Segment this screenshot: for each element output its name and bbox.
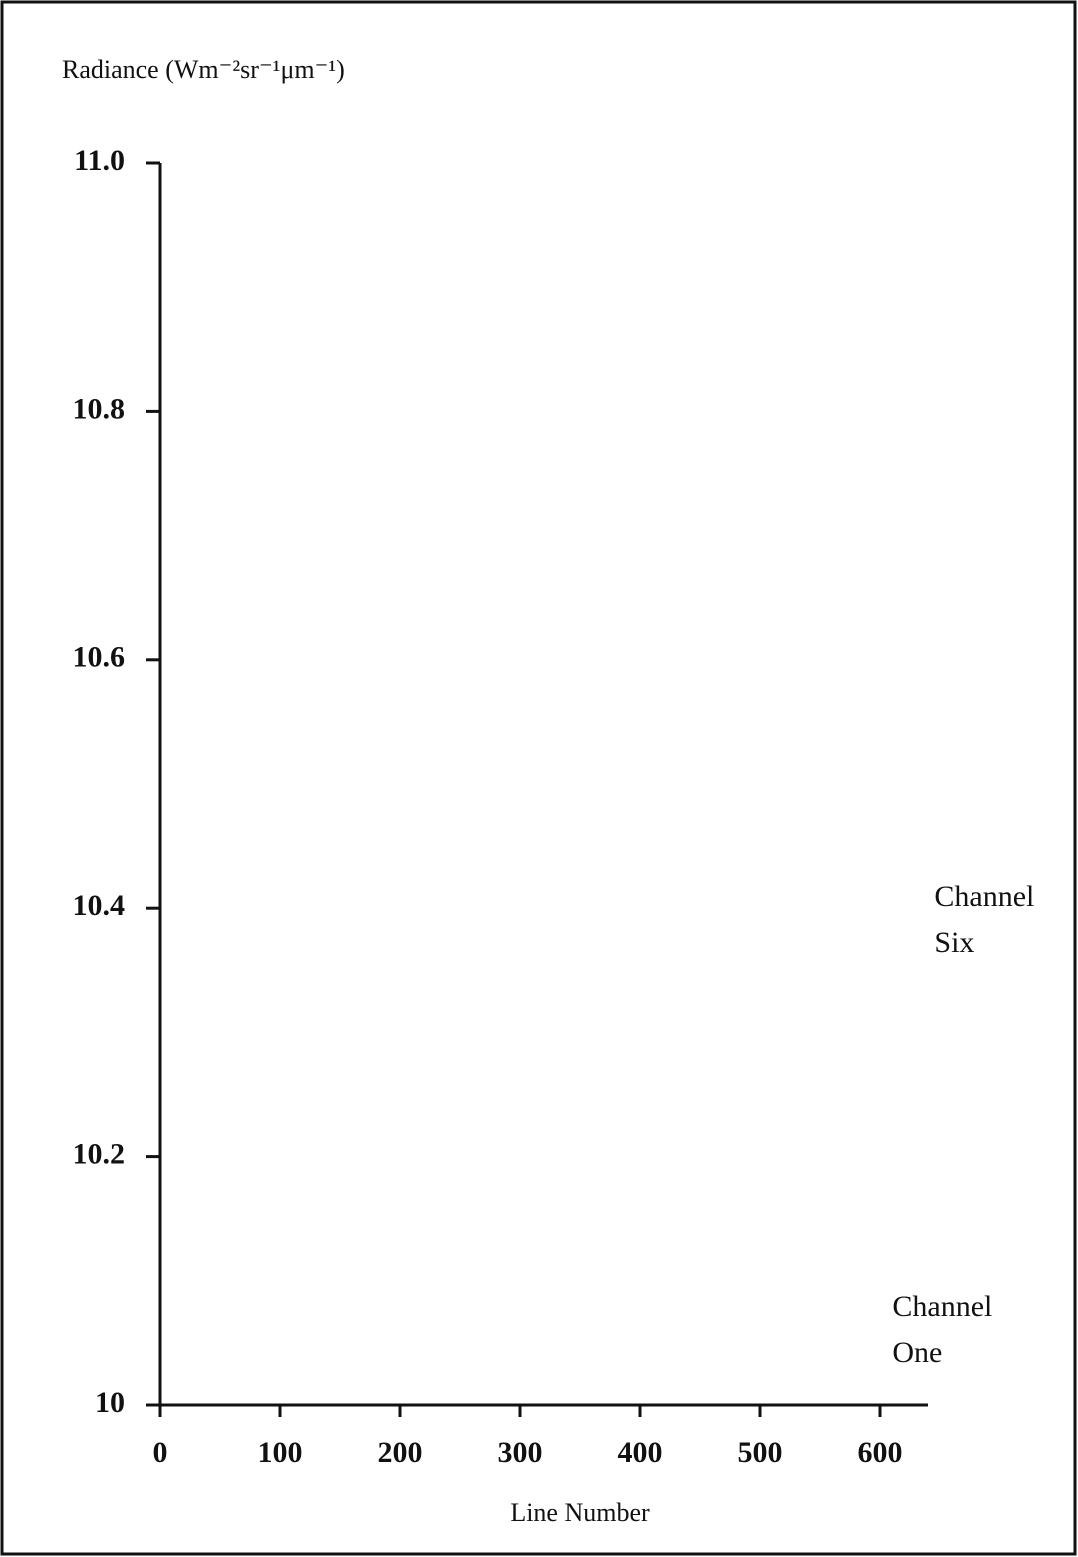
series-label: Channel Six (934, 879, 1035, 959)
x-tick-label: 100 (258, 1436, 303, 1469)
x-tick-label: 200 (378, 1436, 423, 1469)
x-tick-label: 300 (498, 1436, 543, 1469)
x-tick-label: 400 (618, 1436, 663, 1469)
y-axis-label: Radiance (Wm⁻²sr⁻¹μm⁻¹) (62, 55, 345, 84)
y-tick-label: 10 (95, 1386, 125, 1419)
y-tick-label: 10.6 (73, 641, 126, 674)
x-tick-label: 0 (153, 1436, 168, 1469)
series-label: Channel One (892, 1289, 993, 1369)
y-tick-label: 10.2 (73, 1137, 126, 1170)
y-tick-label: 10.4 (73, 889, 126, 922)
x-axis-label: Line Number (510, 1498, 650, 1527)
x-tick-label: 600 (858, 1436, 903, 1469)
x-tick-label: 500 (738, 1436, 783, 1469)
y-tick-label: 11.0 (74, 144, 125, 177)
y-tick-label: 10.8 (73, 392, 126, 425)
